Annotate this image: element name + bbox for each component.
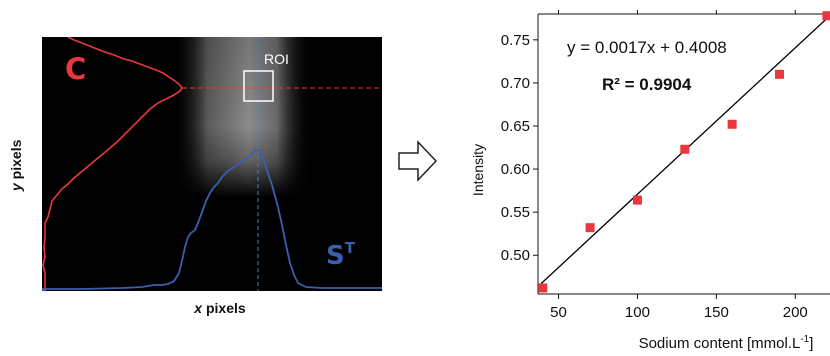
data-point <box>538 283 548 293</box>
s-superscript: T <box>345 239 356 257</box>
data-point <box>727 119 737 129</box>
data-point <box>680 144 690 154</box>
x-axis-pixels-label: x pixels <box>194 300 246 316</box>
right-arrow-icon <box>398 140 438 182</box>
image-panel: C ROI ST <box>42 37 382 291</box>
x-tick-label: 150 <box>704 304 729 321</box>
s-profile-curve <box>42 149 382 290</box>
roi-label: ROI <box>264 51 289 67</box>
x-tick-label: 100 <box>625 304 650 321</box>
y-axis-pixels-label: y pixels <box>8 139 24 191</box>
s-label: ST <box>326 239 356 271</box>
x-axis-label: Sodium content [mmol.L-1] <box>639 334 814 352</box>
c-label: C <box>65 52 86 86</box>
y-tick-label: 0.70 <box>501 75 530 92</box>
y-axis-label: Intensity <box>470 144 486 196</box>
roi-box <box>243 70 274 102</box>
x-tick-label: 200 <box>783 304 808 321</box>
data-point <box>822 11 830 21</box>
r-squared-label: R² = 0.9904 <box>602 75 692 94</box>
c-profile-curve <box>42 37 183 291</box>
equation-label: y = 0.0017x + 0.4008 <box>567 38 727 57</box>
data-point <box>774 69 784 79</box>
calibration-chart: 50 100 150 200 0.50 0.55 0.60 0.65 0.70 0.75 y = … <box>470 10 830 352</box>
data-point <box>585 223 595 233</box>
y-tick-label: 0.50 <box>501 247 530 264</box>
y-tick-label: 0.75 <box>501 32 530 49</box>
data-point <box>632 195 642 205</box>
y-tick-label: 0.60 <box>501 161 530 178</box>
y-tick-label: 0.65 <box>501 118 530 135</box>
x-tick-label: 50 <box>550 304 567 321</box>
y-tick-label: 0.55 <box>501 204 530 221</box>
